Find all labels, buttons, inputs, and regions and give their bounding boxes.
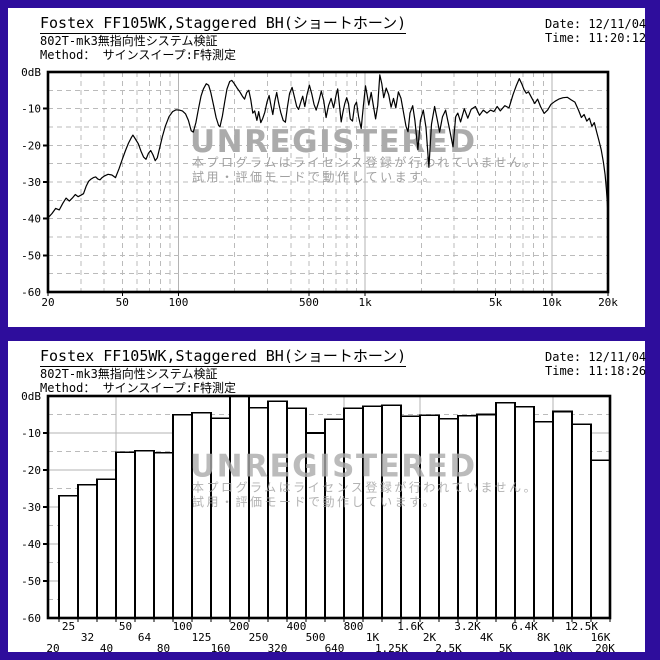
svg-text:試用・評価モードで動作しています。: 試用・評価モードで動作しています。 [192,494,437,509]
date-time-block: Date: 12/11/04 Time: 11:18:26 [545,350,646,378]
time-label: Time: [545,364,582,378]
svg-text:10K: 10K [553,642,573,652]
svg-text:100: 100 [173,620,193,633]
frequency-response-line-chart: 0dB -10 -20 -30 -40 -50 -60 20 50 100 500 1k 5k 10k 20… [8,8,645,327]
time-row: Time: 11:20:12 [545,31,646,45]
svg-text:8K: 8K [537,631,551,644]
svg-text:6.4K: 6.4K [511,620,538,633]
svg-text:-30: -30 [21,501,41,514]
svg-text:-10: -10 [21,103,41,116]
svg-text:-20: -20 [21,464,41,477]
time-label: Time: [545,31,582,45]
svg-text:2K: 2K [423,631,437,644]
svg-text:-30: -30 [21,176,41,189]
svg-text:UNREGISTERED: UNREGISTERED [190,124,477,160]
svg-text:-50: -50 [21,249,41,262]
panel-title: Fostex FF105WK,Staggered BH(ショートホーン) [40,14,407,34]
svg-text:40: 40 [100,642,113,652]
svg-text:12.5K: 12.5K [565,620,598,633]
method-line: Method： サインスイープ:F特測定 [40,48,237,62]
date-row: Date: 12/11/04 [545,350,646,364]
svg-text:4K: 4K [480,631,494,644]
svg-text:1K: 1K [366,631,380,644]
svg-text:32: 32 [81,631,94,644]
panel-title: Fostex FF105WK,Staggered BH(ショートホーン) [40,347,407,367]
svg-text:-40: -40 [21,538,41,551]
date-label: Date: [545,17,582,31]
svg-text:2.5K: 2.5K [435,642,462,652]
svg-text:5k: 5k [489,296,503,309]
svg-text:1.6K: 1.6K [397,620,424,633]
svg-text:500: 500 [306,631,326,644]
svg-text:16K: 16K [591,631,611,644]
svg-text:20K: 20K [595,642,615,652]
date-value: 12/11/04 [588,17,647,31]
svg-text:1k: 1k [359,296,373,309]
svg-text:-10: -10 [21,427,41,440]
svg-text:-50: -50 [21,575,41,588]
svg-text:-20: -20 [21,139,41,152]
svg-text:-60: -60 [21,286,41,299]
svg-text:1.25K: 1.25K [375,642,408,652]
svg-text:80: 80 [157,642,170,652]
svg-text:250: 250 [249,631,269,644]
svg-text:25: 25 [62,620,75,633]
date-value: 12/11/04 [588,350,647,364]
svg-text:本プログラムはライセンス登録が行われていません。: 本プログラムはライセンス登録が行われていません。 [192,155,538,170]
svg-text:-40: -40 [21,213,41,226]
svg-text:-60: -60 [21,612,41,625]
time-row: Time: 11:18:26 [545,364,646,378]
time-value: 11:20:12 [588,31,647,45]
svg-text:640: 640 [325,642,345,652]
method-line: Method： サインスイープ:F特測定 [40,381,237,395]
svg-text:本プログラムはライセンス登録が行われていません。: 本プログラムはライセンス登録が行われていません。 [192,479,538,494]
panel-subtitle: 802T-mk3無指向性システム検証 [40,367,218,381]
svg-text:3.2K: 3.2K [454,620,481,633]
svg-text:160: 160 [211,642,231,652]
svg-text:800: 800 [344,620,364,633]
svg-text:0dB: 0dB [21,66,41,79]
svg-text:UNREGISTERED: UNREGISTERED [190,449,477,485]
svg-text:200: 200 [230,620,250,633]
svg-text:500: 500 [299,296,319,309]
date-label: Date: [545,350,582,364]
svg-text:320: 320 [268,642,288,652]
svg-text:試用・評価モードで動作しています。: 試用・評価モードで動作しています。 [192,169,437,184]
svg-text:400: 400 [287,620,307,633]
svg-text:125: 125 [192,631,212,644]
date-row: Date: 12/11/04 [545,17,646,31]
svg-text:100: 100 [169,296,189,309]
svg-text:0dB: 0dB [21,390,41,403]
measurement-panel-bars: Fostex FF105WK,Staggered BH(ショートホーン) 802… [8,341,646,652]
svg-text:50: 50 [116,296,129,309]
third-octave-bar-chart: 0dB -10 -20 -30 -40 -50 -60 20 20K 25 32 40 50 64 80 10… [8,341,645,652]
svg-text:20k: 20k [598,296,618,309]
svg-text:10k: 10k [542,296,562,309]
measurement-panel-line: Fostex FF105WK,Staggered BH(ショートホーン) 802… [8,8,646,327]
panel-subtitle: 802T-mk3無指向性システム検証 [40,34,218,48]
svg-text:5K: 5K [499,642,513,652]
svg-text:20: 20 [41,296,54,309]
svg-text:20: 20 [46,642,59,652]
date-time-block: Date: 12/11/04 Time: 11:20:12 [545,17,646,45]
svg-text:64: 64 [138,631,152,644]
svg-text:50: 50 [119,620,132,633]
time-value: 11:18:26 [588,364,647,378]
